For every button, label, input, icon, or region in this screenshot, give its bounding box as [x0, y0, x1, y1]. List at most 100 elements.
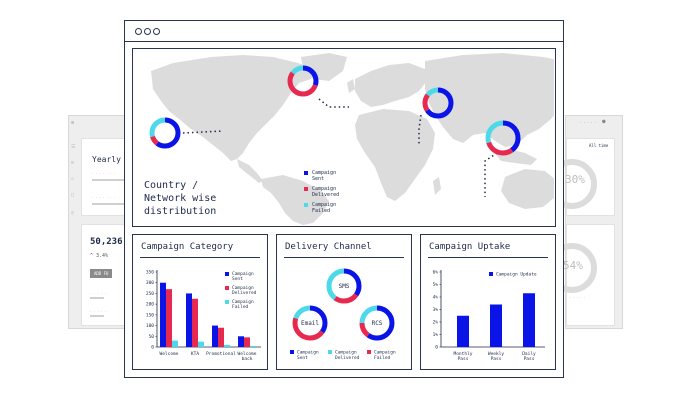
campaign-uptake-title: Campaign Uptake: [429, 242, 511, 252]
profile-icon: ●: [602, 118, 606, 125]
cat-bar-0-delivered: [166, 289, 172, 347]
uptake-y-tick-2: 2%: [433, 320, 439, 326]
window-control-dot-1[interactable]: [135, 28, 142, 35]
connector-north-atlantic: [318, 98, 349, 108]
background-window-right: · · · · · ● All time 30% 54% · · · · ·: [547, 115, 623, 329]
uptake-y-tick-0: 0: [435, 345, 438, 351]
donut-asia-failed-segment: [422, 87, 454, 119]
window-control-dot-2[interactable]: [144, 28, 151, 35]
campaign-category-chart: 350 300 250 200 150 100 50 0 Welcome KTA Promotion…: [146, 270, 261, 362]
cat-legend-label-1-line-1: Campaign: [232, 285, 254, 291]
channel-donut-label-0: SMS: [339, 283, 350, 290]
cat-bar-0-sent: [160, 282, 166, 347]
donut-southeast: [485, 120, 521, 156]
africa-landmass: [355, 109, 435, 201]
channel-donut-email-delivered-segment: [292, 305, 328, 341]
add-button[interactable]: ADD FO: [90, 269, 113, 278]
donut-west: [149, 117, 181, 149]
map-donuts: [149, 65, 521, 156]
madagascar: [433, 177, 441, 195]
yearly-bar: [92, 179, 126, 181]
uptake-y-tick-3: 3%: [433, 307, 439, 313]
cat-bar-2-sent: [212, 325, 218, 347]
background-window-left: ≡ ☰ ⚙ ◇ □ ◎ Yearly · · · · · · · · · · ·…: [68, 115, 132, 329]
map-legend-label-2: Campaign Failed: [312, 202, 336, 214]
map-legend-swatch-1: [304, 187, 308, 191]
cat-bar-1-failed: [198, 341, 204, 347]
donut-asia: [422, 87, 454, 119]
cat-bar-2-failed: [224, 344, 230, 347]
cat-legend-label-2-line-2: Failed: [232, 304, 249, 310]
stat-value: 50,236: [90, 237, 123, 247]
side-icon-5: ◎: [71, 210, 75, 216]
world-map: [149, 53, 554, 225]
cat-x-label-2: Promotional: [206, 351, 236, 357]
cat-x-label-3-line-2: back: [242, 356, 253, 362]
map-land: [151, 53, 554, 225]
pct-bottom-value: 54%: [563, 259, 583, 272]
uptake-x-label-0-line-2: Pass: [458, 356, 469, 362]
stat-card: 50,236 ^ 3.4% ADD FO · · · · · · · · · ·: [81, 224, 131, 326]
side-icon-4: □: [71, 192, 75, 198]
window-titlebar: [125, 21, 563, 42]
side-icon-2: ⚙: [71, 160, 75, 166]
campaign-category-rule: [140, 257, 260, 258]
bg-right-header: · · · · ·: [580, 120, 597, 124]
channel-legend-label-2-line-1: Campaign: [374, 350, 396, 356]
cat-y-tick-2: 250: [146, 291, 154, 297]
uptake-x-label-2-line-1: Daily: [522, 351, 536, 357]
south-america-landmass: [261, 175, 329, 225]
channel-legend-swatch-1: [328, 350, 332, 354]
uptake-bar-0: [457, 315, 469, 347]
uptake-x-label-0-line-1: Monthly: [454, 351, 473, 357]
cat-y-tick-7: 0: [151, 345, 154, 351]
stat-line-2: [90, 315, 104, 317]
campaign-category-title: Campaign Category: [141, 242, 234, 252]
donut-southeast-delivered-segment: [485, 120, 521, 156]
map-legend-label-1-line-2: Delivered: [312, 192, 340, 198]
stat-note-2: · · · · ·: [90, 309, 107, 313]
map-caption-line-3: distribution: [144, 206, 217, 217]
map-legend-label-2-line-1: Campaign: [312, 202, 337, 208]
cat-legend-swatch-1: [225, 286, 229, 290]
channel-donut-rcs-failed-segment: [359, 305, 395, 341]
yearly-card: Yearly · · · · · · · · · · · · · ·: [81, 138, 131, 216]
map-caption: Country / Network wise distribution: [144, 179, 216, 218]
map-legend-label-1: Campaign Delivered: [312, 186, 339, 198]
yearly-heading: Yearly: [92, 155, 121, 164]
channel-donut-sms-failed-segment: [326, 268, 362, 304]
channel-legend-label-0-line-1: Campaign: [297, 350, 319, 356]
cat-legend: CampaignSentCampaignDeliveredCampaignFai…: [225, 271, 257, 310]
window-control-dot-3[interactable]: [153, 28, 160, 35]
donut-southeast-failed-segment: [485, 120, 521, 156]
map-caption-line-2: Network wise: [144, 193, 217, 204]
map-legend-swatch-0: [304, 171, 308, 175]
map-legend-label-2-line-2: Failed: [312, 208, 331, 214]
cat-legend-label-1-line-2: Delivered: [232, 290, 257, 296]
uptake-x-label-1-line-2: Pass: [491, 356, 502, 362]
donut-north-atlantic: [287, 65, 319, 97]
stat-line-1: [90, 297, 104, 299]
pct-card-bottom: 54% · · · · ·: [547, 224, 615, 326]
all-time-link[interactable]: All time: [589, 143, 609, 148]
delivery-channel-rule: [284, 257, 404, 258]
cat-y-tick-6: 50: [149, 334, 155, 340]
cat-x-label-0: Welcome: [160, 351, 179, 357]
cat-bar-3-failed: [250, 345, 256, 347]
yearly-subtext-2: · · · · · · ·: [92, 195, 116, 199]
donut-north-atlantic-failed-segment: [287, 65, 319, 97]
channel-donut-email-failed-segment: [292, 305, 328, 341]
cat-y-tick-4: 150: [146, 312, 154, 318]
cat-x-label-3: Welcome: [238, 351, 257, 357]
cat-y-tick-1: 300: [146, 280, 154, 286]
stat-change: ^ 3.4%: [90, 253, 109, 259]
campaign-uptake-chart: 01%2%3%4%5%6%MonthlyPassWeeklyPassDailyP…: [433, 270, 545, 362]
cat-bar-0-failed: [172, 340, 178, 347]
cat-y-tick-3: 200: [146, 302, 154, 308]
uptake-x-label-2-line-2: Pass: [524, 356, 535, 362]
map-legend-label-1-line-1: Campaign: [312, 186, 337, 192]
channel-donut-label-2: RCS: [372, 320, 383, 327]
cat-bar-2-delivered: [218, 327, 224, 347]
channel-legend-label-1-line-2: Delivered: [335, 355, 360, 361]
